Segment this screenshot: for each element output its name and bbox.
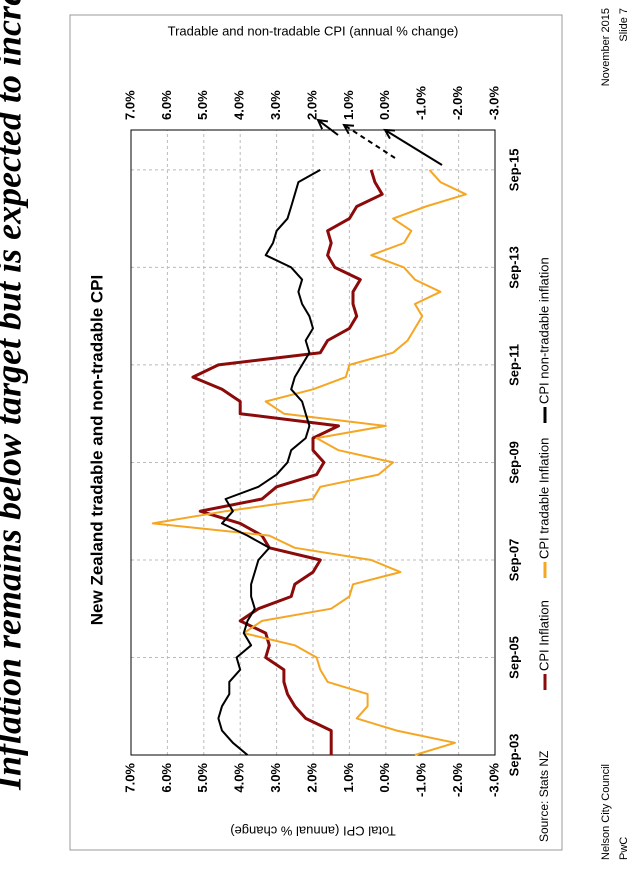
x-tick-label: Sep-15 <box>506 149 521 192</box>
x-tick-label: Sep-09 <box>506 441 521 484</box>
chart-frame <box>69 14 563 851</box>
footer-right: Slide 7 <box>618 8 630 42</box>
y-tick-label: 7.0% <box>122 763 137 793</box>
x-tick-label: Sep-11 <box>506 344 521 386</box>
y2-tick-label: -2.0% <box>450 86 465 120</box>
y2-tick-label: 6.0% <box>159 90 174 120</box>
y2-tick-label: -3.0% <box>486 86 501 120</box>
series-line <box>217 169 321 756</box>
y2-tick-label: 2.0% <box>304 90 319 120</box>
arrow-head <box>316 118 329 130</box>
y2-axis-label: Tradable and non-tradable CPI (annual % … <box>168 23 459 38</box>
plot-area <box>130 129 496 756</box>
y2-tick-label: -1.0% <box>414 86 429 120</box>
slide-title: Inflation remains below target but is ex… <box>0 0 28 791</box>
x-tick-label: Sep-13 <box>506 246 521 289</box>
y-tick-label: 0.0% <box>377 763 392 793</box>
y-tick-label: -3.0% <box>486 763 501 797</box>
series-line <box>151 169 467 756</box>
y-tick-label: 6.0% <box>159 763 174 793</box>
projection-arrow <box>317 119 339 136</box>
projection-arrow <box>384 129 443 166</box>
legend-label: CPI non-tradable inflation <box>536 257 551 404</box>
source: Source: Stats NZ <box>537 751 551 842</box>
y-tick-label: 3.0% <box>268 763 283 793</box>
footer-right: November 2015 <box>600 8 612 86</box>
y-tick-label: -1.0% <box>414 763 429 797</box>
y-axis-label: Total CPI (annual % change) <box>230 824 395 839</box>
y-tick-label: 1.0% <box>341 763 356 793</box>
y-tick-label: 5.0% <box>195 763 210 793</box>
y-tick-label: -2.0% <box>450 763 465 797</box>
legend-label: CPI tradable Inflation <box>536 438 551 559</box>
y-tick-label: 2.0% <box>304 763 319 793</box>
y2-tick-label: 5.0% <box>195 90 210 120</box>
arrow-head <box>383 128 396 140</box>
y2-tick-label: 1.0% <box>341 90 356 120</box>
footer-left: PwC <box>618 837 630 860</box>
projection-arrow <box>343 124 396 159</box>
x-tick-label: Sep-07 <box>506 539 521 582</box>
y2-tick-label: 4.0% <box>232 90 247 120</box>
chart-title: New Zealand tradable and non-tradable CP… <box>87 275 106 625</box>
y2-tick-label: 3.0% <box>268 90 283 120</box>
y-tick-label: 4.0% <box>232 763 247 793</box>
legend-label: CPI Inflation <box>536 600 551 671</box>
arrow-head <box>342 123 355 135</box>
y2-tick-label: 0.0% <box>377 90 392 120</box>
footer-left: Nelson City Council <box>600 764 612 860</box>
series-line <box>191 169 384 755</box>
y2-tick-label: 7.0% <box>122 90 137 120</box>
x-tick-label: Sep-03 <box>506 734 521 777</box>
x-tick-label: Sep-05 <box>506 636 521 679</box>
